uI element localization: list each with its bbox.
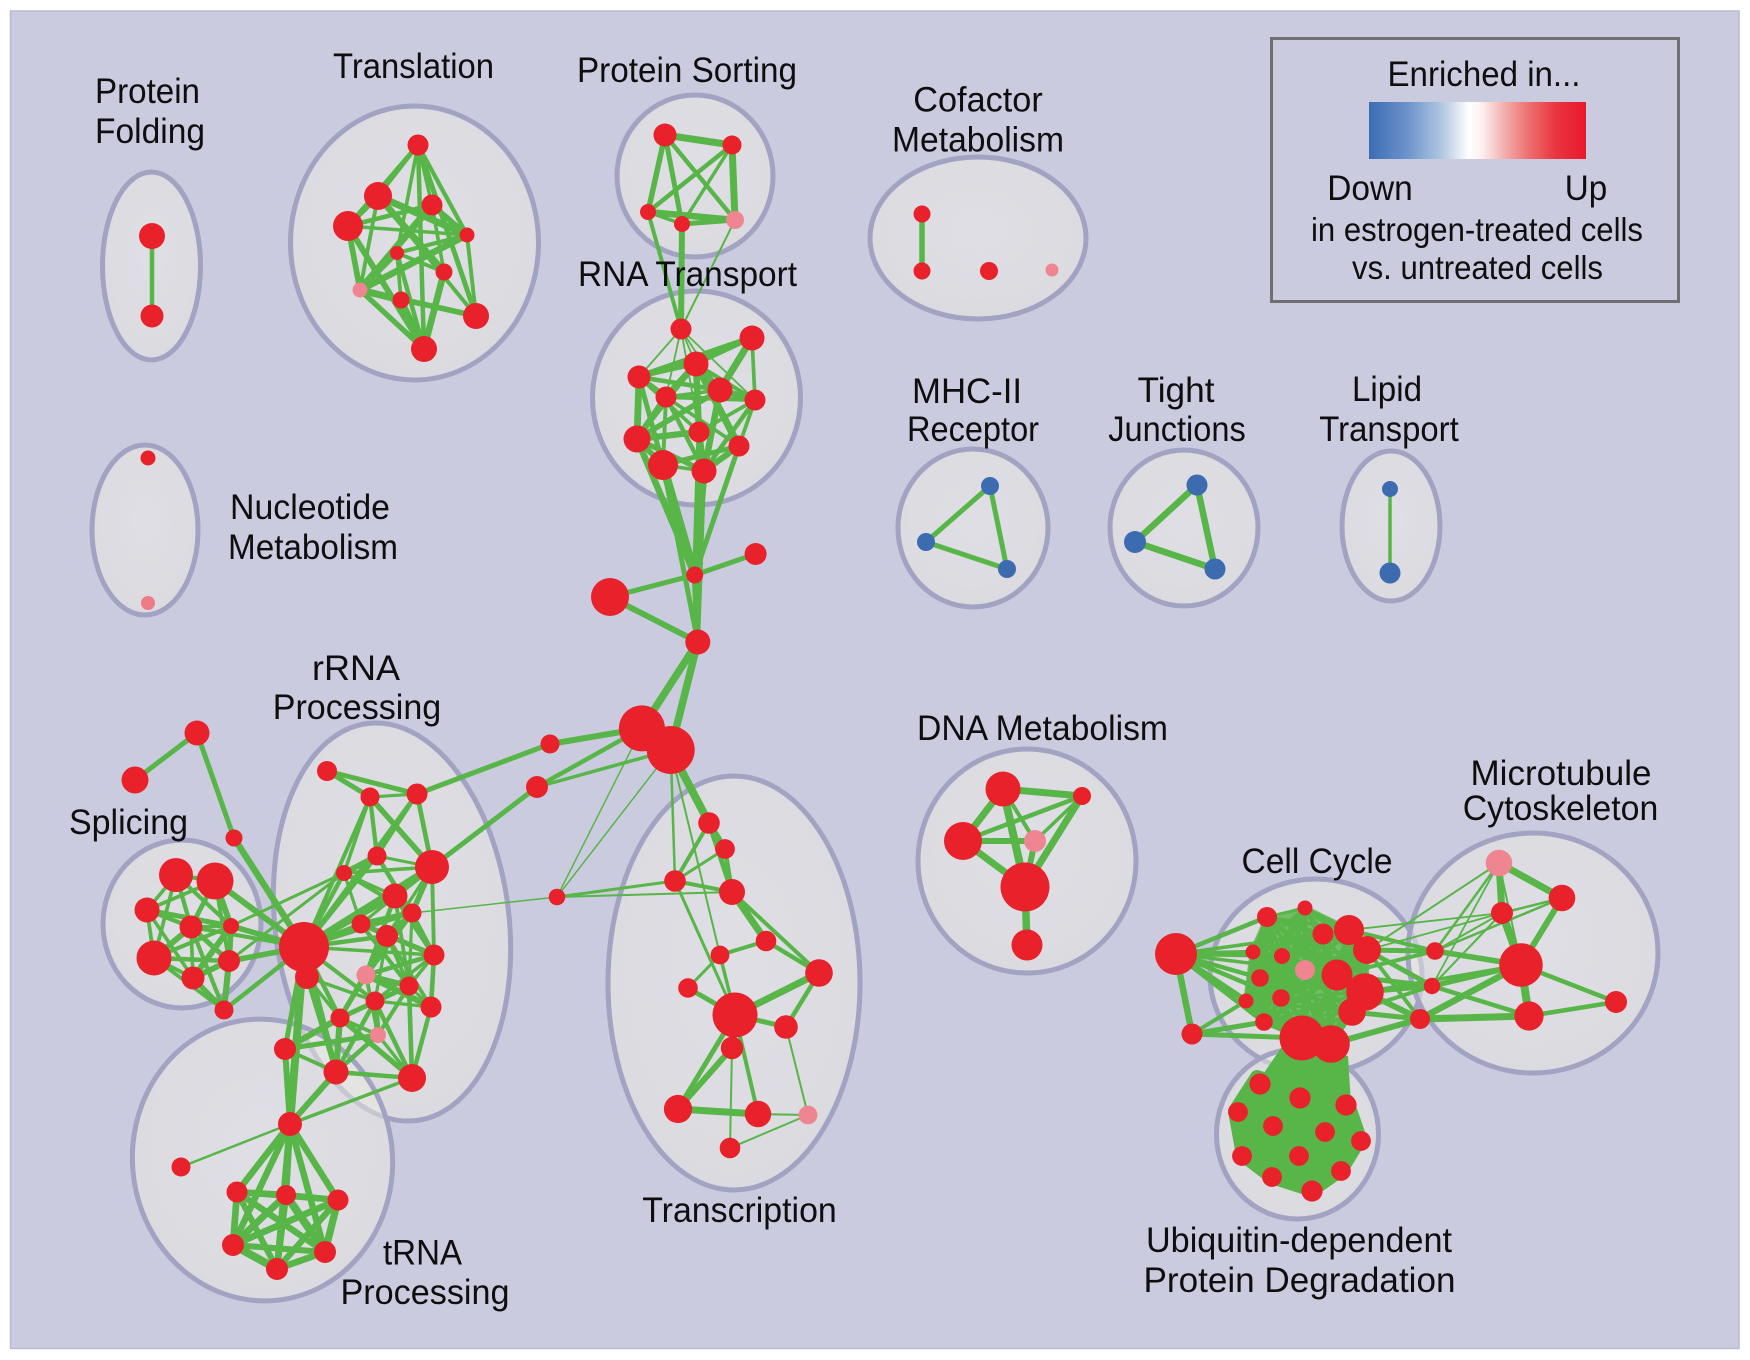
- svg-text:DNA Metabolism: DNA Metabolism: [917, 709, 1168, 748]
- svg-text:Down: Down: [1327, 169, 1413, 208]
- svg-text:MHC-II: MHC-II: [912, 372, 1022, 411]
- svg-text:Tight: Tight: [1138, 371, 1215, 410]
- svg-text:Enriched in...: Enriched in...: [1388, 55, 1581, 94]
- svg-text:Translation: Translation: [333, 47, 494, 86]
- svg-text:Splicing: Splicing: [69, 803, 188, 842]
- svg-text:Cofactor: Cofactor: [913, 81, 1043, 120]
- svg-text:Nucleotide: Nucleotide: [230, 488, 390, 527]
- svg-text:Junctions: Junctions: [1108, 410, 1246, 449]
- svg-text:Protein Degradation: Protein Degradation: [1144, 1261, 1456, 1300]
- svg-text:Cytoskeleton: Cytoskeleton: [1463, 789, 1659, 828]
- svg-text:Metabolism: Metabolism: [892, 121, 1064, 160]
- svg-text:Transcription: Transcription: [642, 1191, 837, 1230]
- svg-text:Microtubule: Microtubule: [1471, 754, 1652, 793]
- svg-text:Up: Up: [1565, 169, 1608, 208]
- svg-text:Processing: Processing: [273, 688, 442, 727]
- svg-text:Lipid: Lipid: [1352, 370, 1422, 409]
- svg-text:in estrogen-treated cells: in estrogen-treated cells: [1311, 211, 1643, 248]
- svg-text:rRNA: rRNA: [312, 649, 401, 688]
- svg-text:Metabolism: Metabolism: [228, 528, 398, 567]
- svg-text:Protein Sorting: Protein Sorting: [577, 51, 797, 90]
- svg-text:Cell Cycle: Cell Cycle: [1242, 842, 1393, 881]
- svg-text:Ubiquitin-dependent: Ubiquitin-dependent: [1146, 1221, 1452, 1260]
- svg-text:Processing: Processing: [341, 1273, 510, 1312]
- svg-text:tRNA: tRNA: [383, 1234, 463, 1273]
- svg-text:RNA Transport: RNA Transport: [578, 255, 797, 294]
- svg-text:vs. untreated cells: vs. untreated cells: [1352, 249, 1603, 286]
- svg-text:Folding: Folding: [95, 112, 205, 151]
- svg-text:Receptor: Receptor: [907, 410, 1039, 449]
- svg-text:Transport: Transport: [1319, 410, 1459, 449]
- svg-text:Protein: Protein: [95, 72, 200, 111]
